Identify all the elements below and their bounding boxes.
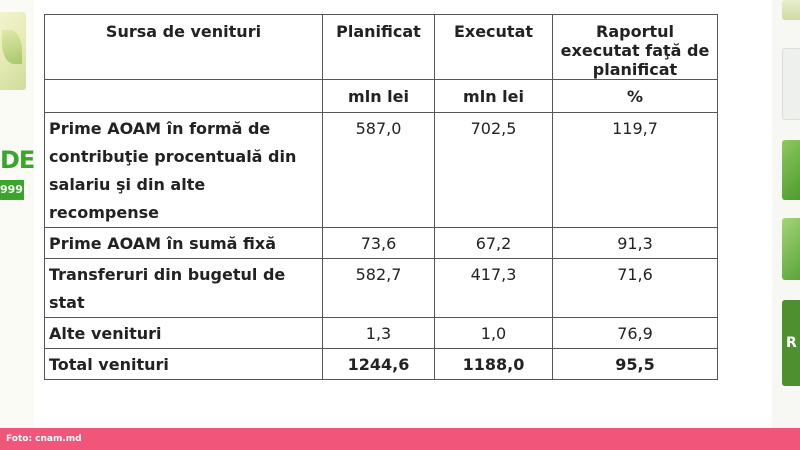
row-ratio: 71,6 xyxy=(552,258,718,318)
header-ratio: Raportul executat faţă de planificat xyxy=(552,14,718,80)
right-sidebar: R xyxy=(772,0,800,428)
unit-planned: mln lei xyxy=(322,79,435,113)
header-executed: Executat xyxy=(434,14,553,80)
header-planned: Planificat xyxy=(322,14,435,80)
table-header-row: Sursa de venituri Planificat Executat Ra… xyxy=(44,14,718,80)
row-planned: 587,0 xyxy=(322,112,435,228)
total-ratio: 95,5 xyxy=(552,348,718,380)
row-ratio: 76,9 xyxy=(552,317,718,349)
unit-source xyxy=(44,79,323,113)
photo-credit-caption: Foto: cnam.md xyxy=(0,428,800,450)
row-planned: 582,7 xyxy=(322,258,435,318)
row-planned: 73,6 xyxy=(322,227,435,259)
right-banner-4[interactable] xyxy=(782,218,800,280)
right-banner-3[interactable] xyxy=(782,140,800,200)
row-executed: 702,5 xyxy=(434,112,553,228)
row-source: Prime AOAM în sumă fixă xyxy=(44,227,323,259)
unit-ratio: % xyxy=(552,79,718,113)
table-row: Transferuri din bugetul de stat 582,7 41… xyxy=(44,258,718,318)
header-source: Sursa de venituri xyxy=(44,14,323,80)
row-executed: 1,0 xyxy=(434,317,553,349)
side-logo-text: DE xyxy=(0,146,35,174)
row-source: Prime AOAM în formă de contribuţie proce… xyxy=(44,112,323,228)
right-banner-1[interactable] xyxy=(782,0,800,20)
table-units-row: mln lei mln lei % xyxy=(44,79,718,113)
table-row: Alte venituri 1,3 1,0 76,9 xyxy=(44,317,718,349)
revenue-table: Sursa de venituri Planificat Executat Ra… xyxy=(44,14,718,380)
row-ratio: 119,7 xyxy=(552,112,718,228)
total-source: Total venituri xyxy=(44,348,323,380)
leaf-icon xyxy=(2,30,22,64)
total-executed: 1188,0 xyxy=(434,348,553,380)
right-banner-2[interactable] xyxy=(782,48,800,120)
table-row: Prime AOAM în formă de contribuţie proce… xyxy=(44,112,718,228)
row-executed: 417,3 xyxy=(434,258,553,318)
row-executed: 67,2 xyxy=(434,227,553,259)
table-row: Prime AOAM în sumă fixă 73,6 67,2 91,3 xyxy=(44,227,718,259)
total-planned: 1244,6 xyxy=(322,348,435,380)
table-total-row: Total venituri 1244,6 1188,0 95,5 xyxy=(44,348,718,380)
row-planned: 1,3 xyxy=(322,317,435,349)
row-source: Transferuri din bugetul de stat xyxy=(44,258,323,318)
envelope-logo-icon xyxy=(0,12,26,90)
right-banner-5[interactable]: R xyxy=(782,300,800,386)
unit-executed: mln lei xyxy=(434,79,553,113)
left-sidebar: DE 999 xyxy=(0,0,35,428)
row-source: Alte venituri xyxy=(44,317,323,349)
side-logo-badge: 999 xyxy=(0,180,24,200)
row-ratio: 91,3 xyxy=(552,227,718,259)
